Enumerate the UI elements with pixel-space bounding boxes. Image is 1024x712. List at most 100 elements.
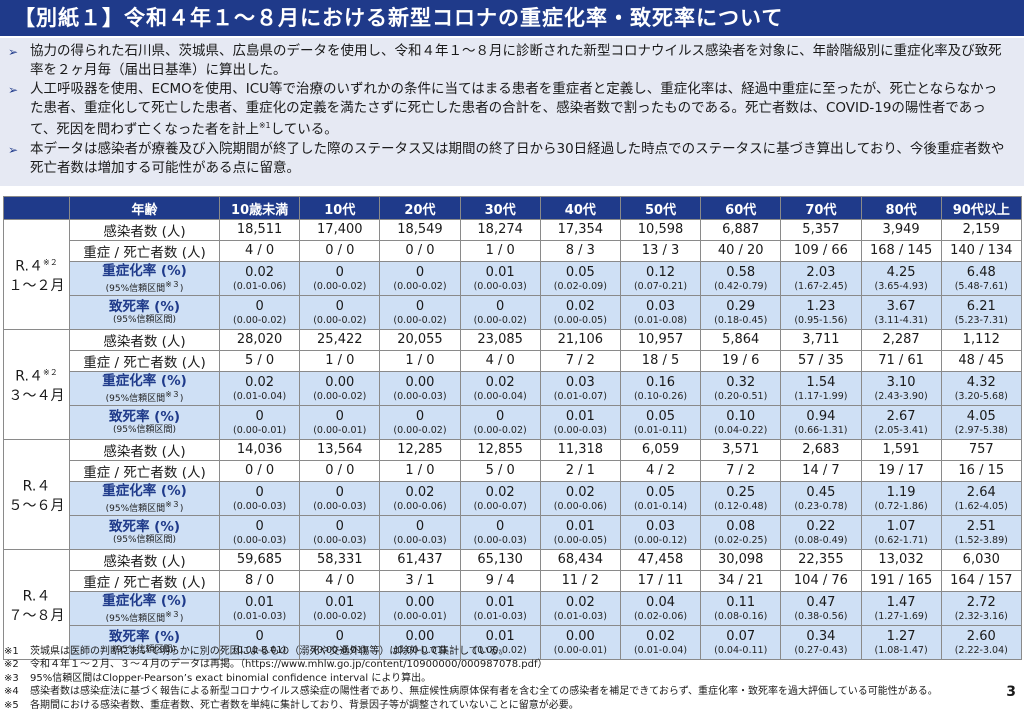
severe-rate-value: 0.47 xyxy=(806,595,836,610)
age-group-header: 80代 xyxy=(860,196,942,220)
severe-deaths-cell: 1 / 0 xyxy=(459,240,541,262)
period-footnote-ref: ※２ xyxy=(42,367,58,377)
rates-table: 年齢 10歳未満 10代 20代 30代 40代 50代 60代 70代 80代 90代以上 R.… xyxy=(3,196,1022,660)
severe-rate-cell: 1.19 (0.72-1.86) xyxy=(860,481,942,516)
severe-rate-cell: 0.58 (0.42-0.79) xyxy=(700,261,782,296)
fatality-rate-cell: 0.29 (0.18-0.45) xyxy=(700,295,782,330)
fatality-rate-value: 0 xyxy=(496,299,505,314)
severe-rate-value: 0 xyxy=(255,485,264,500)
severe-ci-label-text: (95%信頼区間 xyxy=(105,283,166,294)
severe-rate-cell: 0.02 (0.00-0.06) xyxy=(379,481,461,516)
fatality-rate-value: 0.05 xyxy=(646,409,675,424)
row-label-severe-rate: 重症化率 (%) (95%信頼区間※３) xyxy=(69,591,220,626)
cases-cell: 6,030 xyxy=(940,549,1022,571)
severe-rate-cell: 0.47 (0.38-0.56) xyxy=(780,591,862,626)
severe-deaths-cell: 1 / 0 xyxy=(379,460,461,482)
corner-cell xyxy=(3,196,70,220)
severe-deaths-cell: 3 / 1 xyxy=(379,570,461,592)
severe-rate-value: 0.00 xyxy=(405,375,435,390)
severe-rate-value: 1.47 xyxy=(886,595,916,610)
fatality-rate-value: 0 xyxy=(496,519,505,534)
severe-ci-footnote-ref: ※３ xyxy=(165,609,180,619)
severe-rate-cell: 1.47 (1.27-1.69) xyxy=(860,591,942,626)
severe-ci-value: (0.00-0.07) xyxy=(473,501,527,512)
fatality-rate-cell: 0 (0.00-0.03) xyxy=(218,515,301,550)
severe-rate-cell: 0.01 (0.00-0.02) xyxy=(299,591,381,626)
severe-ci-label-close: ) xyxy=(179,503,184,514)
cases-cell: 6,887 xyxy=(700,219,782,241)
fatality-rate-cell: 4.05 (2.97-5.38) xyxy=(940,405,1022,440)
fatality-rate-value: 0 xyxy=(335,299,344,314)
severe-deaths-cell: 0 / 0 xyxy=(299,460,381,482)
severe-rate-cell: 0.01 (0.01-0.03) xyxy=(218,591,301,626)
period-footnote-ref: ※２ xyxy=(42,257,58,267)
severe-rate-cell: 0.12 (0.07-0.21) xyxy=(619,261,702,296)
fatality-rate-cell: 0.00 (0.00-0.01) xyxy=(539,625,621,660)
fatality-ci-value: (0.95-1.56) xyxy=(794,315,848,326)
severe-rate-cell: 0 (0.00-0.03) xyxy=(218,481,301,516)
fatality-rate-cell: 0.22 (0.08-0.49) xyxy=(780,515,862,550)
severe-ci-value: (3.20-5.68) xyxy=(954,391,1008,402)
severe-deaths-cell: 71 / 61 xyxy=(860,350,942,372)
fatality-ci-label: (95%信頼区間) xyxy=(112,315,177,325)
severe-rate-value: 0.45 xyxy=(806,485,836,500)
fatality-rate-label: 致死率 (%) xyxy=(108,629,181,645)
severe-ci-value: (0.00-0.06) xyxy=(393,501,447,512)
fatality-ci-value: (0.00-0.03) xyxy=(313,535,367,546)
period-label: R.４ ７～８月 xyxy=(3,549,70,660)
fatality-rate-value: 0.08 xyxy=(726,519,756,534)
severe-ci-value: (0.02-0.06) xyxy=(633,611,688,622)
severe-deaths-cell: 168 / 145 xyxy=(860,240,942,262)
severe-rate-label: 重症化率 (%) xyxy=(102,482,187,499)
severe-deaths-cell: 8 / 3 xyxy=(539,240,621,262)
row-label-severe-deaths: 重症 / 死亡者数 (人) xyxy=(69,240,220,262)
severe-deaths-cell: 5 / 0 xyxy=(218,350,301,372)
fatality-rate-value: 0 xyxy=(415,409,425,424)
fatality-rate-cell: 0 (0.00-0.03) xyxy=(459,515,541,550)
severe-rate-cell: 0.01 (0.01-0.03) xyxy=(459,591,541,626)
fatality-rate-value: 6.21 xyxy=(966,299,996,314)
severe-rate-cell: 0.03 (0.01-0.07) xyxy=(539,371,621,406)
severe-rate-label: 重症化率 (%) xyxy=(102,262,187,279)
row-label-cases: 感染者数 (人) xyxy=(69,219,220,241)
fatality-rate-label: 致死率 (%) xyxy=(108,299,181,315)
footnotes: ※1 茨城県は医師の判断において明らかに別の死因によるもの（溺死や交通外傷等）は除… xyxy=(4,645,1004,712)
severe-rate-cell: 0 (0.00-0.02) xyxy=(299,261,381,296)
cases-cell: 68,434 xyxy=(539,549,621,571)
severe-rate-value: 0.11 xyxy=(726,595,756,610)
fatality-rate-value: 0 xyxy=(255,299,264,314)
fatality-rate-cell: 0 (0.00-0.02) xyxy=(299,295,381,330)
age-group-header: 10代 xyxy=(299,196,381,220)
row-label-severe-rate: 重症化率 (%) (95%信頼区間※３) xyxy=(69,481,220,516)
footnote-text: 95%信頼区間はClopper-Pearson’s exact binomial… xyxy=(30,672,432,684)
cases-cell: 23,085 xyxy=(459,329,541,351)
severe-rate-cell: 0.02 (0.00-0.06) xyxy=(539,481,621,516)
fatality-rate-cell: 0 (0.00-0.02) xyxy=(379,405,461,440)
footnote-item: ※2 令和４年１～２月、３～４月のデータは再掲。（https://www.mhlw… xyxy=(4,658,1004,671)
fatality-rate-value: 0.94 xyxy=(806,409,836,424)
cases-cell: 25,422 xyxy=(299,329,381,351)
cases-cell: 14,036 xyxy=(218,439,301,461)
row-label-severe-deaths: 重症 / 死亡者数 (人) xyxy=(69,460,220,482)
severe-rate-value: 0.58 xyxy=(726,265,756,280)
fatality-ci-value: (0.62-1.71) xyxy=(874,535,928,546)
fatality-ci-value: (0.00-0.02) xyxy=(393,315,447,326)
fatality-rate-cell: 1.07 (0.62-1.71) xyxy=(860,515,942,550)
severe-ci-value: (0.01-0.07) xyxy=(553,391,607,402)
severe-ci-label: (95%信頼区間※３) xyxy=(71,609,219,625)
period-label: R.４ ５～６月 xyxy=(3,439,70,550)
bullet-item: ➢ 協力の得られた石川県、茨城県、広島県のデータを使用し、令和４年１～８月に診断… xyxy=(8,42,1006,79)
fatality-rate-cell: 0 (0.00-0.02) xyxy=(459,405,541,440)
severe-rate-value: 0.05 xyxy=(646,485,675,500)
fatality-ci-value: (0.00-0.01) xyxy=(313,425,367,436)
table-row: 重症化率 (%) (95%信頼区間※３) 0.01 (0.01-0.03) 0.01 (0… xyxy=(4,591,1022,626)
severe-deaths-cell: 19 / 6 xyxy=(700,350,782,372)
table-row: 致死率 (%) (95%信頼区間) 0 (0.00-0.03) 0 (0.00-0.03)… xyxy=(4,515,1022,550)
severe-deaths-cell: 17 / 11 xyxy=(619,570,702,592)
severe-rate-value: 0 xyxy=(335,485,344,500)
severe-rate-value: 0.04 xyxy=(646,595,675,610)
severe-deaths-cell: 8 / 0 xyxy=(218,570,301,592)
footnote-item: ※4 感染者数は感染症法に基づく報告による新型コロナウイルス感染症の陽性者であり、… xyxy=(4,685,1004,698)
cases-cell: 2,159 xyxy=(940,219,1022,241)
